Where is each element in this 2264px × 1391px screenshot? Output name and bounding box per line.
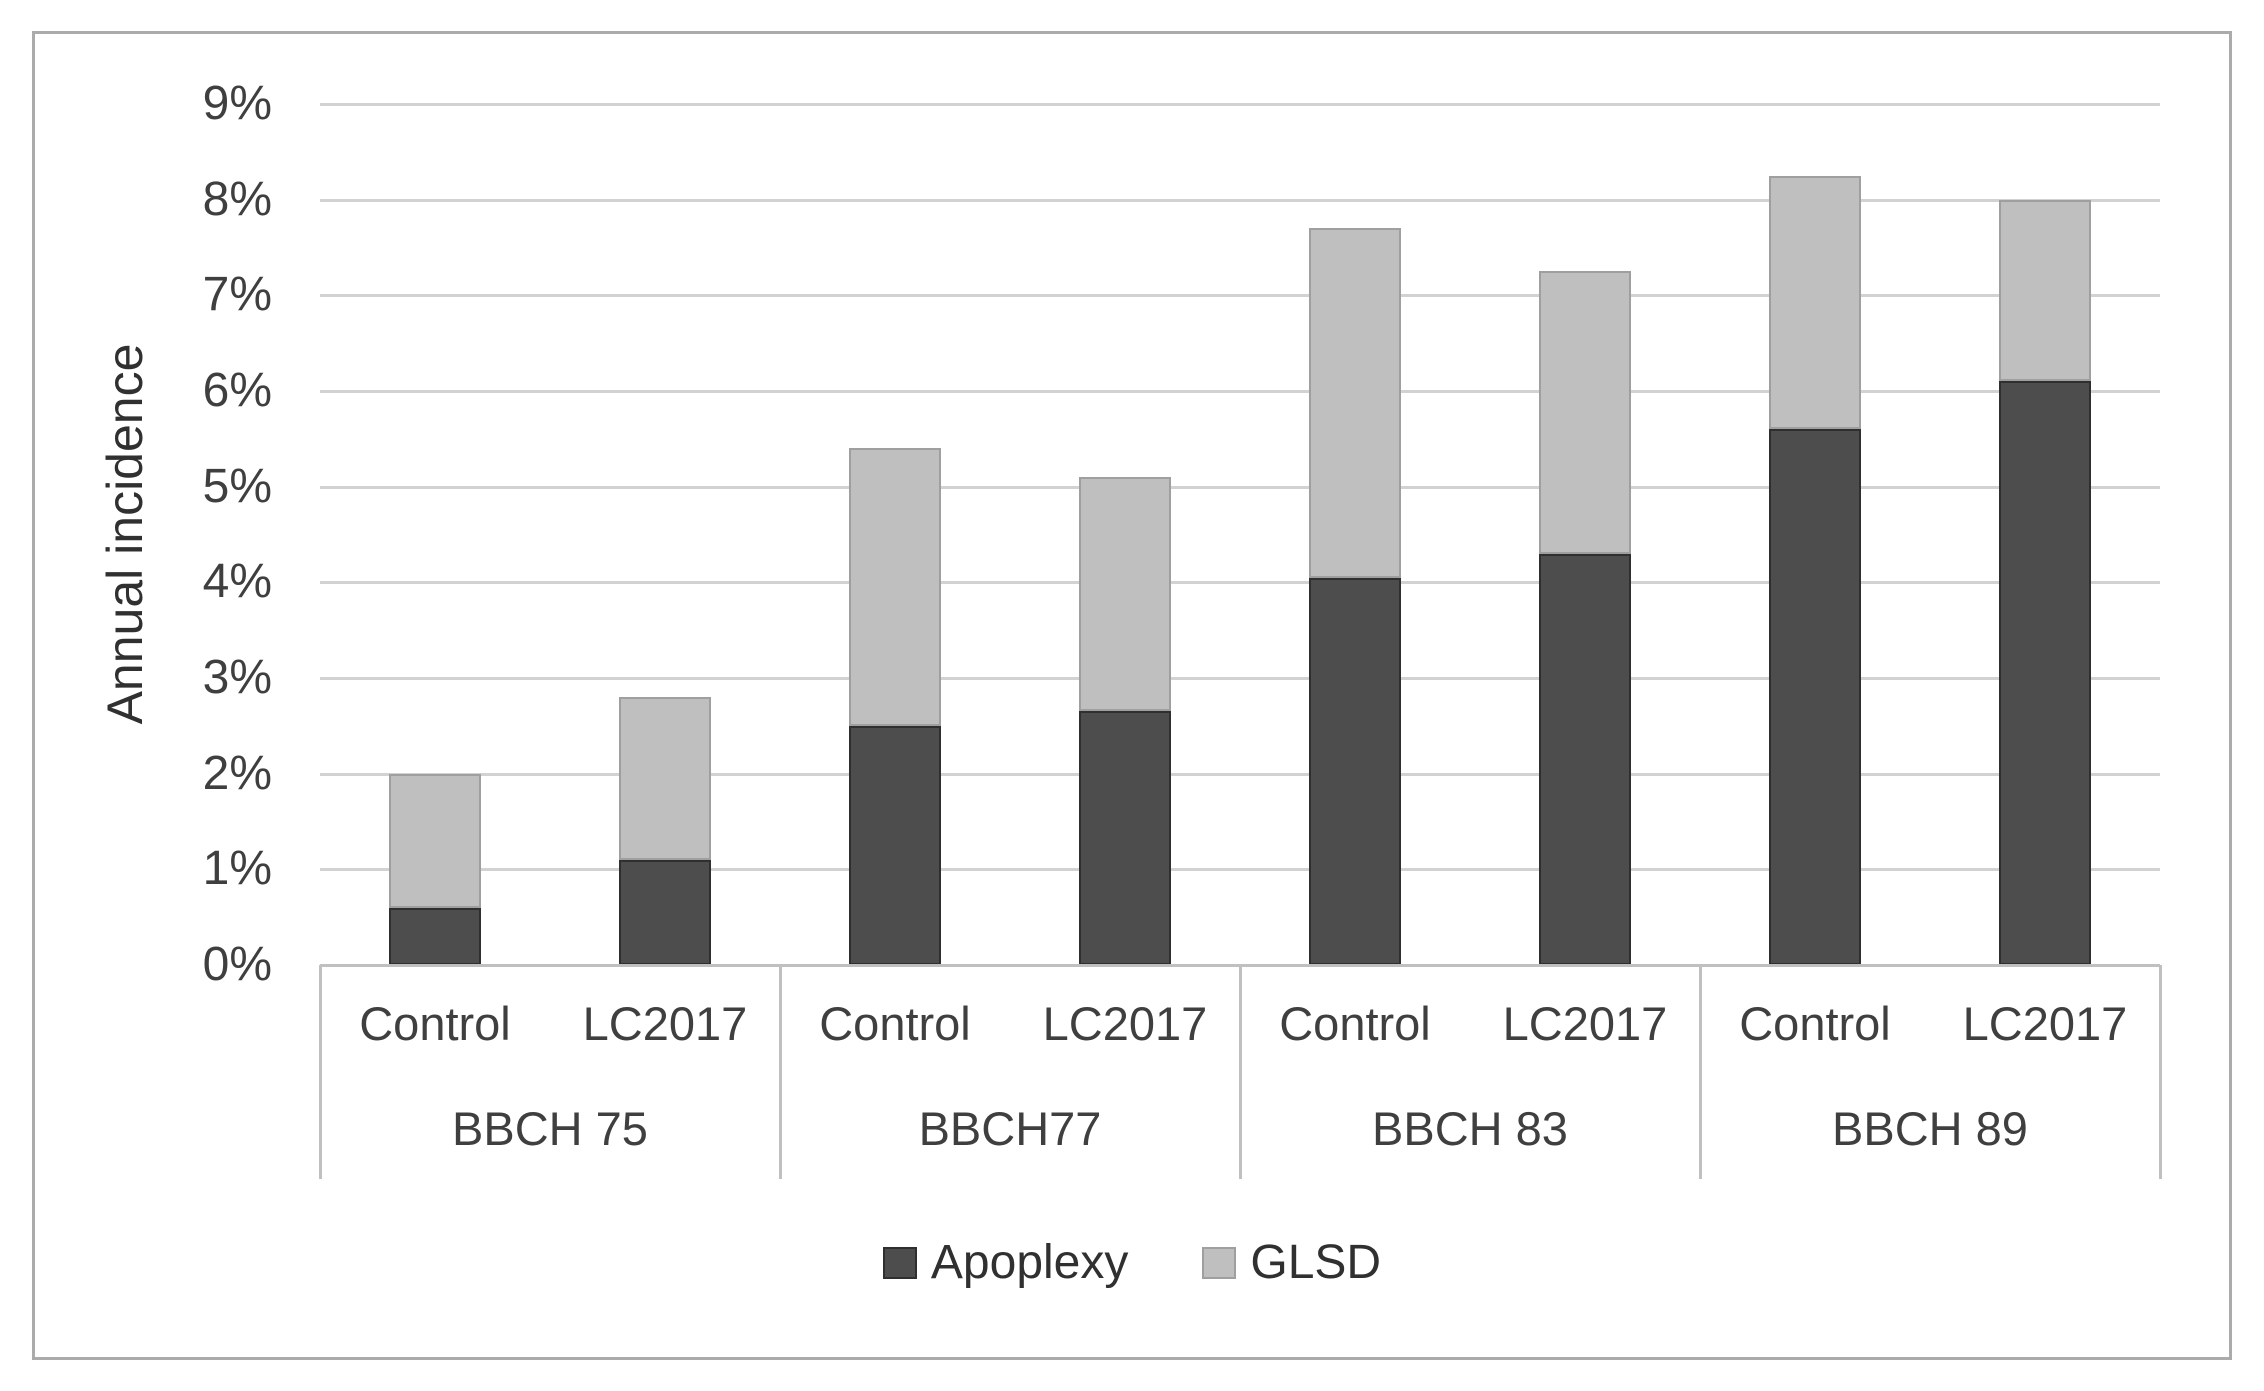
apoplexy-swatch-icon xyxy=(882,1247,917,1279)
condition-label: Control xyxy=(359,996,511,1050)
group-label: BBCH 89 xyxy=(1832,1101,2028,1155)
bar-segment-apoplexy xyxy=(1999,381,2091,965)
gridline xyxy=(320,485,2160,489)
bar-stack-bbch77-lc2017 xyxy=(1079,477,1171,965)
group-divider xyxy=(1239,965,1242,1179)
y-tick-label: 1% xyxy=(202,842,272,896)
condition-label: Control xyxy=(1279,996,1431,1050)
gridline xyxy=(320,868,2160,872)
bar-stack-bbch-75-control xyxy=(389,773,481,965)
legend-label-glsd: GLSD xyxy=(1250,1236,1382,1289)
legend-label-apoplexy: Apoplexy xyxy=(930,1236,1129,1289)
bar-segment-glsd xyxy=(1769,175,1861,430)
condition-label: LC2017 xyxy=(582,996,748,1050)
glsd-swatch-icon xyxy=(1202,1247,1237,1279)
legend-item-glsd: GLSD xyxy=(1202,1239,1381,1287)
group-divider xyxy=(779,965,782,1179)
bar-stack-bbch77-control xyxy=(849,448,941,965)
bar-segment-glsd xyxy=(389,773,481,908)
bar-segment-apoplexy xyxy=(619,859,711,965)
bar-segment-glsd xyxy=(619,697,711,860)
group-divider xyxy=(2159,965,2162,1179)
group-label: BBCH77 xyxy=(918,1101,1102,1155)
bar-stack-bbch-75-lc2017 xyxy=(619,697,711,965)
gridline xyxy=(320,677,2160,680)
bar-segment-glsd xyxy=(1309,228,1401,578)
bar-segment-apoplexy xyxy=(1769,429,1861,965)
bar-segment-glsd xyxy=(1079,477,1171,712)
y-tick-label: 8% xyxy=(202,172,272,226)
y-tick-label: 2% xyxy=(202,746,272,800)
y-tick-label: 3% xyxy=(202,651,272,704)
condition-labels-row: Control LC2017 Control LC2017 Control LC2017 C… xyxy=(320,968,2160,1078)
bar-segment-glsd xyxy=(1999,199,2091,382)
bar-segment-glsd xyxy=(1539,271,1631,554)
bar-segment-apoplexy xyxy=(849,725,941,965)
gridline xyxy=(320,198,2160,202)
group-label: BBCH 75 xyxy=(452,1101,648,1155)
legend-item-apoplexy: Apoplexy xyxy=(882,1236,1129,1289)
gridline xyxy=(320,103,2160,106)
gridline xyxy=(320,581,2160,585)
y-axis-title: Annual incidence xyxy=(97,343,153,725)
group-label: BBCH 83 xyxy=(1372,1101,1568,1155)
condition-label: LC2017 xyxy=(1502,996,1668,1050)
bar-segment-apoplexy xyxy=(1539,553,1631,965)
bar-segment-apoplexy xyxy=(1079,711,1171,965)
bar-stack-bbch-89-lc2017 xyxy=(1999,199,2091,965)
y-tick-label: 5% xyxy=(202,459,272,513)
condition-label: Control xyxy=(819,996,971,1050)
y-tick-label: 6% xyxy=(202,364,272,417)
group-labels-row: BBCH 75 BBCH77 BBCH 83 BBCH 89 xyxy=(320,1078,2160,1178)
bar-stack-bbch-83-lc2017 xyxy=(1539,271,1631,965)
plot-area xyxy=(320,103,2160,965)
y-tick-label: 9% xyxy=(202,77,272,130)
condition-label: LC2017 xyxy=(1962,996,2128,1050)
bar-segment-glsd xyxy=(849,448,941,726)
gridline xyxy=(320,390,2160,393)
bar-stack-bbch-83-control xyxy=(1309,228,1401,965)
legend: Apoplexy GLSD xyxy=(0,1230,2264,1296)
bar-segment-apoplexy xyxy=(389,907,481,965)
y-tick-label: 4% xyxy=(202,555,272,609)
gridline xyxy=(320,772,2160,776)
group-divider xyxy=(1699,965,1702,1179)
bar-stack-bbch-89-control xyxy=(1769,175,1861,965)
condition-label: Control xyxy=(1739,996,1891,1050)
gridline xyxy=(320,294,2160,298)
y-tick-label: 0% xyxy=(202,938,272,991)
bar-segment-apoplexy xyxy=(1309,577,1401,965)
group-divider xyxy=(319,965,322,1179)
y-tick-label: 7% xyxy=(202,268,272,322)
condition-label: LC2017 xyxy=(1042,996,1208,1050)
